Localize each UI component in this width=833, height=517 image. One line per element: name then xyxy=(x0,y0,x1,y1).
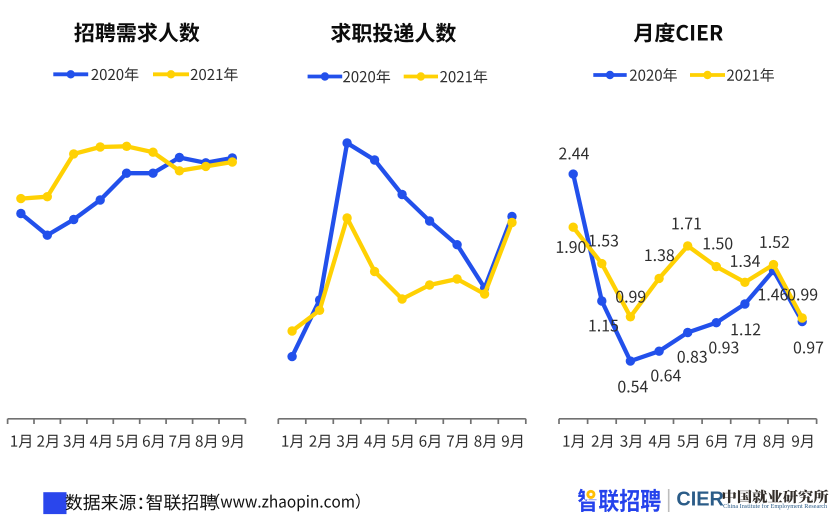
svg-text:CIER: CIER xyxy=(676,488,724,510)
svg-text:China Institute for Employment: China Institute for Employment Research xyxy=(723,503,827,510)
